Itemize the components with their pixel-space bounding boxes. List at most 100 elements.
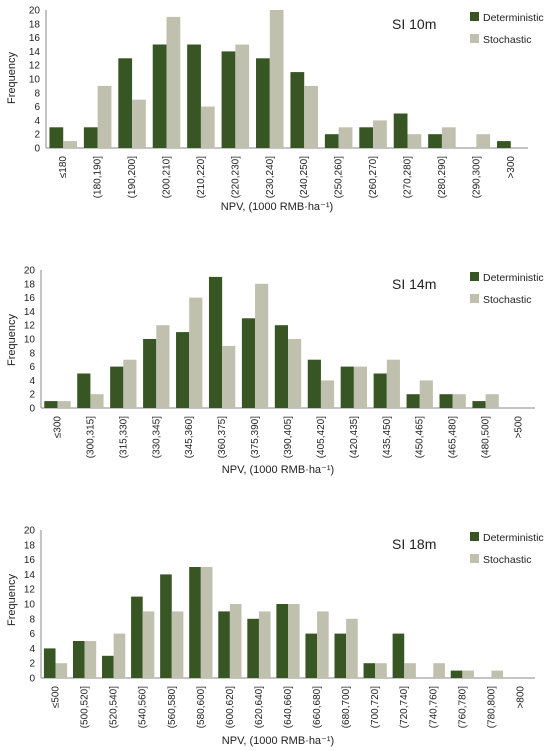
bar-deterministic [72,641,85,678]
y-tick-label: 14 [24,307,36,318]
bar-stochastic [123,359,137,408]
bar-stochastic [288,339,302,408]
y-tick-label: 6 [34,102,40,113]
bar-deterministic [247,618,259,678]
bar-deterministic [340,366,354,408]
bar-stochastic [57,401,71,408]
x-tick-label: (620,640] [254,686,265,728]
bar-stochastic [462,670,474,678]
x-tick-label: (345,360] [184,416,195,458]
y-tick-label: 16 [24,555,36,566]
bar-stochastic [269,10,284,148]
bar-stochastic [113,633,126,678]
x-tick-label: ≤500 [51,686,62,709]
bar-deterministic [43,648,56,678]
x-tick-label: (680,700] [341,686,352,728]
x-tick-label: ≤180 [58,156,69,179]
bar-stochastic [353,366,368,408]
y-tick-label: 2 [29,390,35,401]
x-tick-label: (315,330] [118,416,129,458]
legend-swatch [470,272,479,281]
y-tick-label: 18 [24,279,36,290]
x-tick-label: (640,660] [283,686,294,728]
bar-stochastic [63,141,77,148]
y-tick-label: 4 [29,644,35,655]
bar-stochastic [317,611,329,678]
y-axis-title: Frequency [6,314,18,366]
bar-stochastic [346,618,358,678]
legend-swatch [470,554,479,563]
x-tick-label: (450,465] [415,416,426,458]
y-axis-title: Frequency [6,52,18,104]
bar-stochastic [373,120,387,148]
x-tick-label: (290,300] [471,156,482,198]
y-tick-label: 16 [29,33,41,44]
legend-label: Stochastic [483,294,531,306]
y-tick-label: 20 [24,266,36,277]
x-tick-label: (560,580] [167,686,178,728]
bar-deterministic [324,134,339,148]
bar-deterministic [102,655,114,678]
x-tick-label: (540,560] [138,686,149,728]
bar-deterministic [363,663,376,678]
x-tick-label: (405,420] [316,416,327,458]
bar-deterministic [77,373,91,408]
bar-stochastic [386,359,400,408]
legend-label: Deterministic [483,272,544,284]
bar-stochastic [441,127,456,148]
legend-swatch [470,34,479,43]
y-tick-label: 6 [29,362,35,373]
chart-panel-3: 0 2 4 6 8 10 12 14 16 18 20 ≤500 (500,520] (520,540] (… [6,526,544,748]
x-tick-label: (465,480] [448,416,459,458]
y-tick-label: 10 [29,75,41,86]
bar-deterministic [439,394,453,408]
legend-label: Stochastic [483,34,531,46]
x-tick-label: (190,200] [127,156,138,198]
bar-stochastic [258,611,271,678]
bar-deterministic [392,633,405,678]
x-axis-title: NPV, (1000 RMB·ha⁻¹) [222,735,334,747]
bar-stochastic [200,567,213,678]
y-tick-label: 14 [24,570,36,581]
x-tick-label: (360,375] [217,416,228,458]
x-tick-label: (375,390] [250,416,261,458]
bar-deterministic [189,567,201,678]
bar-deterministic [131,596,143,678]
bar-stochastic [97,85,112,148]
x-tick-label: (270,280] [403,156,414,198]
x-tick-label: (700,720] [370,686,381,728]
y-tick-label: 0 [29,404,35,415]
bar-stochastic [304,85,318,148]
bar-deterministic [359,127,374,148]
bar-deterministic [187,44,201,148]
x-tick-label: >800 [515,686,526,709]
x-tick-label: (180,190] [93,156,104,198]
y-tick-label: 14 [29,47,41,58]
bar-stochastic [485,394,499,408]
bar-deterministic [110,366,124,408]
bar-deterministic [472,401,486,408]
bar-stochastic [320,380,335,408]
x-tick-label: (760,780] [457,686,468,728]
x-tick-label: (435,450] [382,416,393,458]
bar-stochastic [171,611,184,678]
bar-stochastic [189,297,203,408]
x-tick-label: (420,435] [349,416,360,458]
bar-deterministic [118,58,133,148]
x-tick-label: (200,210] [162,156,173,198]
legend-label: Deterministic [483,12,544,24]
y-tick-label: 18 [24,540,36,551]
bar-deterministic [393,113,408,148]
y-tick-label: 8 [34,88,40,99]
bar-deterministic [221,51,236,148]
x-tick-label: (210,220] [196,156,207,198]
chart-panel-2: 0 2 4 6 8 10 12 14 16 18 20 ≤300 (300,315] (315,330] (… [6,266,544,477]
x-tick-label: (230,240] [265,156,276,198]
bar-stochastic [222,345,236,408]
bar-deterministic [334,633,347,678]
bar-deterministic [241,318,256,408]
legend-label: Stochastic [483,554,531,566]
bar-stochastic [288,604,300,678]
y-tick-label: 20 [24,526,36,537]
bar-deterministic [497,141,511,148]
